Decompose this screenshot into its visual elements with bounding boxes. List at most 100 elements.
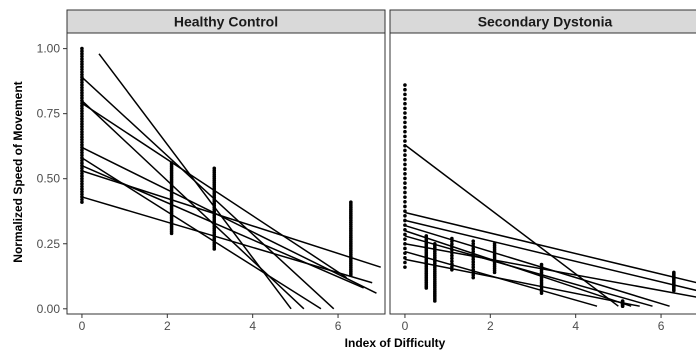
data-point [80, 104, 84, 108]
data-point [80, 124, 84, 129]
data-point [80, 179, 84, 184]
data-point [80, 148, 84, 152]
x-tick-label: 6 [335, 319, 342, 333]
x-tick-label: 6 [658, 319, 665, 333]
data-point [403, 237, 407, 241]
data-point [80, 62, 84, 67]
data-point [403, 195, 407, 199]
data-point [80, 96, 84, 100]
data-point [403, 162, 407, 167]
data-point [403, 260, 407, 265]
y-tick-label: 1.00 [37, 42, 61, 56]
data-point [403, 134, 407, 139]
data-point [403, 213, 407, 218]
data-point [403, 199, 407, 204]
data-point [80, 176, 84, 181]
data-point [403, 129, 407, 134]
data-point [80, 135, 84, 139]
data-point [403, 157, 407, 162]
data-point [80, 182, 84, 186]
data-point [471, 247, 476, 251]
data-point [80, 122, 84, 126]
data-point [80, 57, 84, 61]
y-axis: 0.00 0.25 0.50 0.75 1.00 [37, 42, 67, 316]
data-point [80, 119, 84, 124]
data-point [80, 91, 84, 95]
data-point [80, 187, 84, 191]
fit-line [404, 243, 696, 298]
facet-title: Healthy Control [174, 14, 278, 30]
data-point [80, 109, 84, 113]
data-point [80, 130, 84, 134]
data-point [403, 171, 407, 176]
panels-layer: Healthy Control 0 2 4 6 Secondary Dystonia 0 2 4… [66, 9, 696, 333]
data-point [450, 242, 454, 247]
data-point [471, 241, 476, 246]
data-point [403, 256, 407, 260]
fit-line [81, 102, 347, 279]
data-point [403, 83, 407, 87]
data-point [80, 184, 84, 189]
data-point [471, 273, 476, 277]
data-point [80, 143, 84, 147]
fit-line [81, 170, 381, 268]
data-point [80, 192, 84, 197]
data-point [80, 67, 84, 72]
data-point [80, 137, 84, 142]
y-tick-label: 0.75 [37, 107, 61, 121]
data-point [80, 80, 84, 85]
data-point [403, 204, 407, 209]
data-point [80, 106, 84, 111]
data-point [403, 148, 407, 153]
data-point [80, 52, 84, 56]
data-point [80, 111, 84, 116]
x-axis-title: Index of Difficulty [345, 336, 446, 350]
data-point [80, 49, 84, 54]
data-point [403, 125, 407, 129]
data-point [403, 176, 407, 181]
fit-line [404, 235, 653, 307]
y-tick-label: 0.25 [37, 237, 61, 251]
data-point [471, 257, 476, 262]
data-point [80, 93, 84, 98]
data-point [80, 189, 84, 194]
fit-line [404, 211, 696, 284]
data-point [80, 54, 84, 59]
data-point [80, 88, 84, 93]
data-point [403, 246, 407, 251]
data-point [80, 117, 84, 121]
fit-line [404, 258, 640, 307]
data-point [471, 262, 476, 267]
fit-line [404, 219, 696, 292]
data-point [403, 167, 407, 171]
panel-plot-area [80, 46, 381, 310]
data-point [80, 158, 84, 163]
data-point [471, 239, 476, 243]
data-point [403, 92, 407, 97]
data-point [80, 114, 84, 119]
data-point [450, 256, 454, 261]
data-point [403, 111, 407, 115]
data-point [403, 120, 407, 125]
data-point [403, 190, 407, 195]
panel-2: Secondary Dystonia 0 2 4 6 [389, 9, 696, 333]
x-tick-label: 2 [164, 319, 171, 333]
data-point [403, 101, 407, 106]
data-point [80, 171, 84, 176]
data-point [403, 139, 407, 143]
data-point [403, 181, 407, 185]
facet-title: Secondary Dystonia [478, 14, 613, 30]
fit-line [404, 224, 670, 307]
data-point [80, 166, 84, 171]
data-point [80, 197, 84, 202]
y-axis-title: Normalized Speed of Movement [11, 81, 25, 262]
y-tick-label: 0.50 [37, 172, 61, 186]
data-point [80, 153, 84, 158]
data-point [80, 140, 84, 145]
data-point [80, 59, 84, 64]
x-tick-label: 0 [402, 319, 409, 333]
data-point [80, 161, 84, 165]
data-point [80, 83, 84, 87]
data-point [403, 232, 407, 237]
